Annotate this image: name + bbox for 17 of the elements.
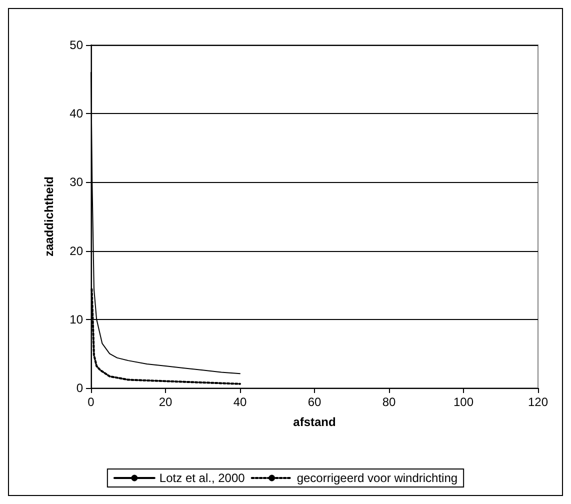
x-tick-label: 80 (382, 395, 396, 409)
x-tick-label: 0 (88, 395, 95, 409)
x-tick-label: 100 (453, 395, 474, 409)
y-tick-label: 30 (70, 175, 84, 190)
x-tick-label: 40 (233, 395, 247, 409)
x-tick-label: 20 (158, 395, 172, 409)
x-axis-title: afstand (293, 415, 336, 429)
legend-label: Lotz et al., 2000 (159, 471, 246, 485)
y-tick-label: 10 (70, 312, 84, 326)
y-tick-label: 40 (70, 106, 84, 121)
y-tick-label: 50 (70, 38, 84, 52)
y-tick-label: 20 (70, 244, 84, 258)
y-axis-title: zaaddichtheid (42, 176, 56, 257)
y-tick-label: 0 (76, 381, 84, 395)
x-tick-label: 60 (308, 395, 322, 409)
legend-label: gecorrigeerd voor windrichting (296, 471, 458, 485)
x-tick-label: 120 (528, 395, 548, 409)
